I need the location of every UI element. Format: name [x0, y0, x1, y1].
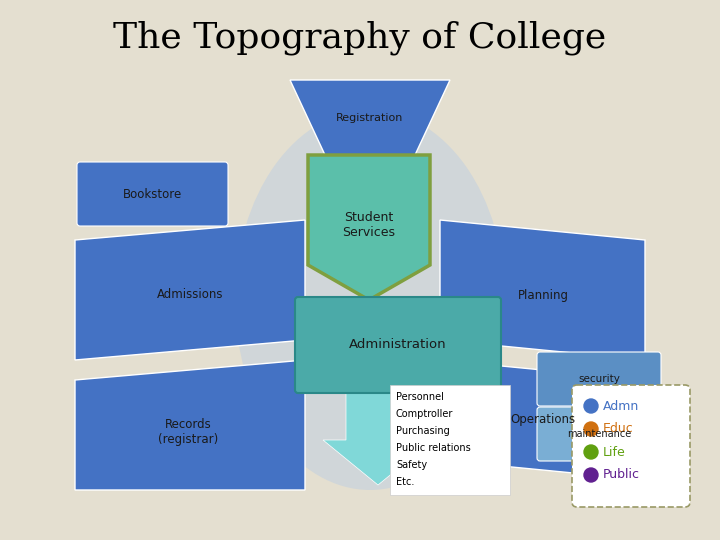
Text: Public: Public — [603, 469, 640, 482]
Polygon shape — [323, 392, 433, 485]
Text: Etc.: Etc. — [396, 477, 415, 487]
Text: Personnel: Personnel — [396, 392, 444, 402]
Text: Admissions: Admissions — [157, 288, 223, 301]
Text: Safety: Safety — [396, 460, 427, 470]
Polygon shape — [440, 220, 645, 360]
FancyBboxPatch shape — [537, 407, 661, 461]
Text: Records
(registrar): Records (registrar) — [158, 418, 218, 446]
Circle shape — [584, 468, 598, 482]
Polygon shape — [308, 155, 430, 300]
Text: Bookstore: Bookstore — [123, 187, 183, 200]
Text: Operations: Operations — [510, 414, 575, 427]
Text: security: security — [578, 374, 620, 384]
Text: Registration: Registration — [336, 113, 404, 123]
Text: Comptroller: Comptroller — [396, 409, 454, 419]
FancyBboxPatch shape — [390, 385, 510, 495]
Polygon shape — [75, 220, 305, 360]
Text: Purchasing: Purchasing — [396, 426, 450, 436]
Polygon shape — [440, 360, 645, 480]
FancyBboxPatch shape — [537, 352, 661, 406]
Text: Life: Life — [603, 446, 626, 458]
Circle shape — [584, 399, 598, 413]
Text: Educ: Educ — [603, 422, 634, 435]
Ellipse shape — [235, 110, 505, 490]
FancyBboxPatch shape — [572, 385, 690, 507]
Text: Student
Services: Student Services — [343, 211, 395, 239]
FancyBboxPatch shape — [77, 162, 228, 226]
Polygon shape — [75, 360, 305, 490]
Text: maintenance: maintenance — [567, 429, 631, 439]
Text: The Topography of College: The Topography of College — [113, 21, 607, 55]
Circle shape — [584, 422, 598, 436]
Polygon shape — [290, 80, 450, 155]
Text: Planning: Planning — [518, 288, 569, 301]
Circle shape — [584, 445, 598, 459]
FancyBboxPatch shape — [295, 297, 501, 393]
Text: Public relations: Public relations — [396, 443, 471, 453]
Text: Admn: Admn — [603, 400, 639, 413]
Text: Administration: Administration — [349, 339, 447, 352]
